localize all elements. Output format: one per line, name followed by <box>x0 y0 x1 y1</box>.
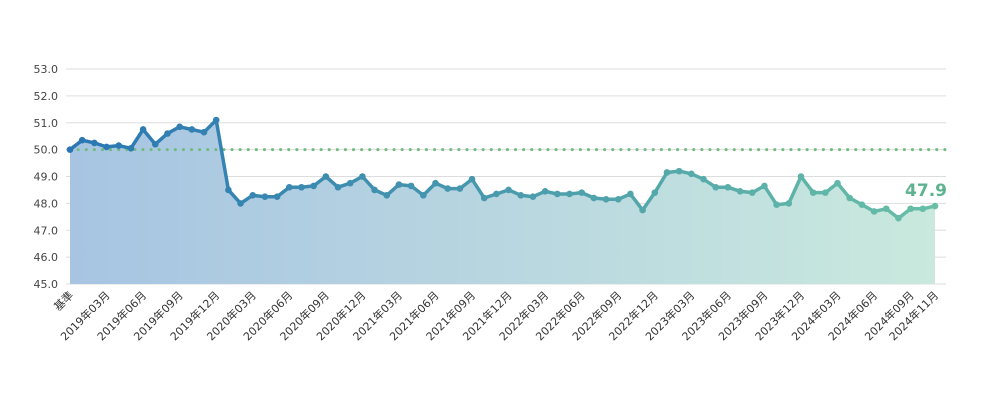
data-point <box>273 193 281 200</box>
data-point <box>785 200 793 207</box>
data-point <box>188 126 196 133</box>
data-point <box>225 186 232 194</box>
data-point <box>66 146 74 153</box>
data-point <box>115 142 123 149</box>
data-point <box>322 173 330 180</box>
data-point <box>237 200 244 207</box>
data-point <box>700 175 707 183</box>
data-point <box>371 186 378 194</box>
data-point <box>797 173 805 180</box>
data-point <box>346 179 354 187</box>
data-points <box>66 116 939 222</box>
area-fill <box>70 120 935 284</box>
data-point <box>895 214 902 222</box>
x-tick-label: 基準 <box>51 288 76 313</box>
data-point <box>907 205 914 213</box>
data-point <box>663 169 671 176</box>
data-point <box>761 182 768 190</box>
data-point <box>285 183 293 191</box>
data-point <box>249 192 257 199</box>
data-point <box>456 185 464 192</box>
data-point <box>566 190 573 198</box>
y-tick-label: 49.0 <box>34 171 59 184</box>
data-point <box>91 139 98 147</box>
data-point <box>127 144 135 152</box>
data-point <box>822 189 829 196</box>
data-point <box>748 189 756 196</box>
data-point <box>578 189 585 196</box>
y-tick-label: 46.0 <box>34 251 59 264</box>
y-tick-label: 50.0 <box>34 144 59 157</box>
data-point <box>212 116 220 124</box>
x-axis: 基準2019年03月2019年06月2019年09月2019年12月2020年0… <box>51 288 941 343</box>
data-point <box>627 190 634 198</box>
data-point <box>858 201 866 209</box>
data-point <box>846 194 854 202</box>
data-point <box>139 126 147 133</box>
data-point <box>724 183 732 191</box>
data-point <box>103 143 110 151</box>
last-value-label: 47.9 <box>905 181 947 201</box>
data-point <box>919 205 927 213</box>
data-point <box>444 185 451 192</box>
data-point <box>407 182 415 190</box>
data-point <box>809 189 817 196</box>
data-point <box>395 181 403 188</box>
data-point <box>541 187 549 195</box>
y-tick-label: 48.0 <box>34 197 59 210</box>
data-point <box>420 192 427 199</box>
data-point <box>468 175 476 183</box>
data-point <box>882 205 890 213</box>
data-point <box>614 196 622 203</box>
data-point <box>517 192 525 199</box>
y-tick-label: 45.0 <box>34 278 59 291</box>
y-tick-label: 51.0 <box>34 117 59 130</box>
data-point <box>736 187 744 195</box>
data-point <box>931 202 939 210</box>
data-point <box>870 208 878 215</box>
data-point <box>773 201 780 209</box>
y-tick-label: 47.0 <box>34 224 59 237</box>
data-point <box>651 189 659 196</box>
data-point <box>78 136 86 144</box>
data-point <box>505 186 512 194</box>
data-point <box>688 170 695 178</box>
data-point <box>554 190 561 198</box>
data-point <box>310 182 317 190</box>
data-point <box>639 206 646 214</box>
y-axis: 45.0 46.0 47.0 48.0 49.0 50.0 51.0 52.0 53.0 <box>34 63 59 291</box>
data-point <box>200 128 208 136</box>
data-point <box>359 173 366 180</box>
data-point <box>164 130 171 137</box>
data-point <box>480 194 488 202</box>
data-point <box>712 183 720 191</box>
data-point <box>493 190 500 198</box>
data-point <box>261 193 269 200</box>
data-point <box>602 196 610 203</box>
data-point <box>298 183 305 191</box>
data-point <box>675 167 683 175</box>
data-point <box>529 193 537 200</box>
data-point <box>590 194 598 202</box>
data-point <box>432 179 439 187</box>
data-point <box>334 183 342 191</box>
data-point <box>151 140 159 148</box>
data-point <box>383 192 391 199</box>
data-point <box>176 123 183 131</box>
y-tick-label: 52.0 <box>34 90 59 103</box>
y-tick-label: 53.0 <box>34 63 59 76</box>
data-point <box>834 179 841 187</box>
